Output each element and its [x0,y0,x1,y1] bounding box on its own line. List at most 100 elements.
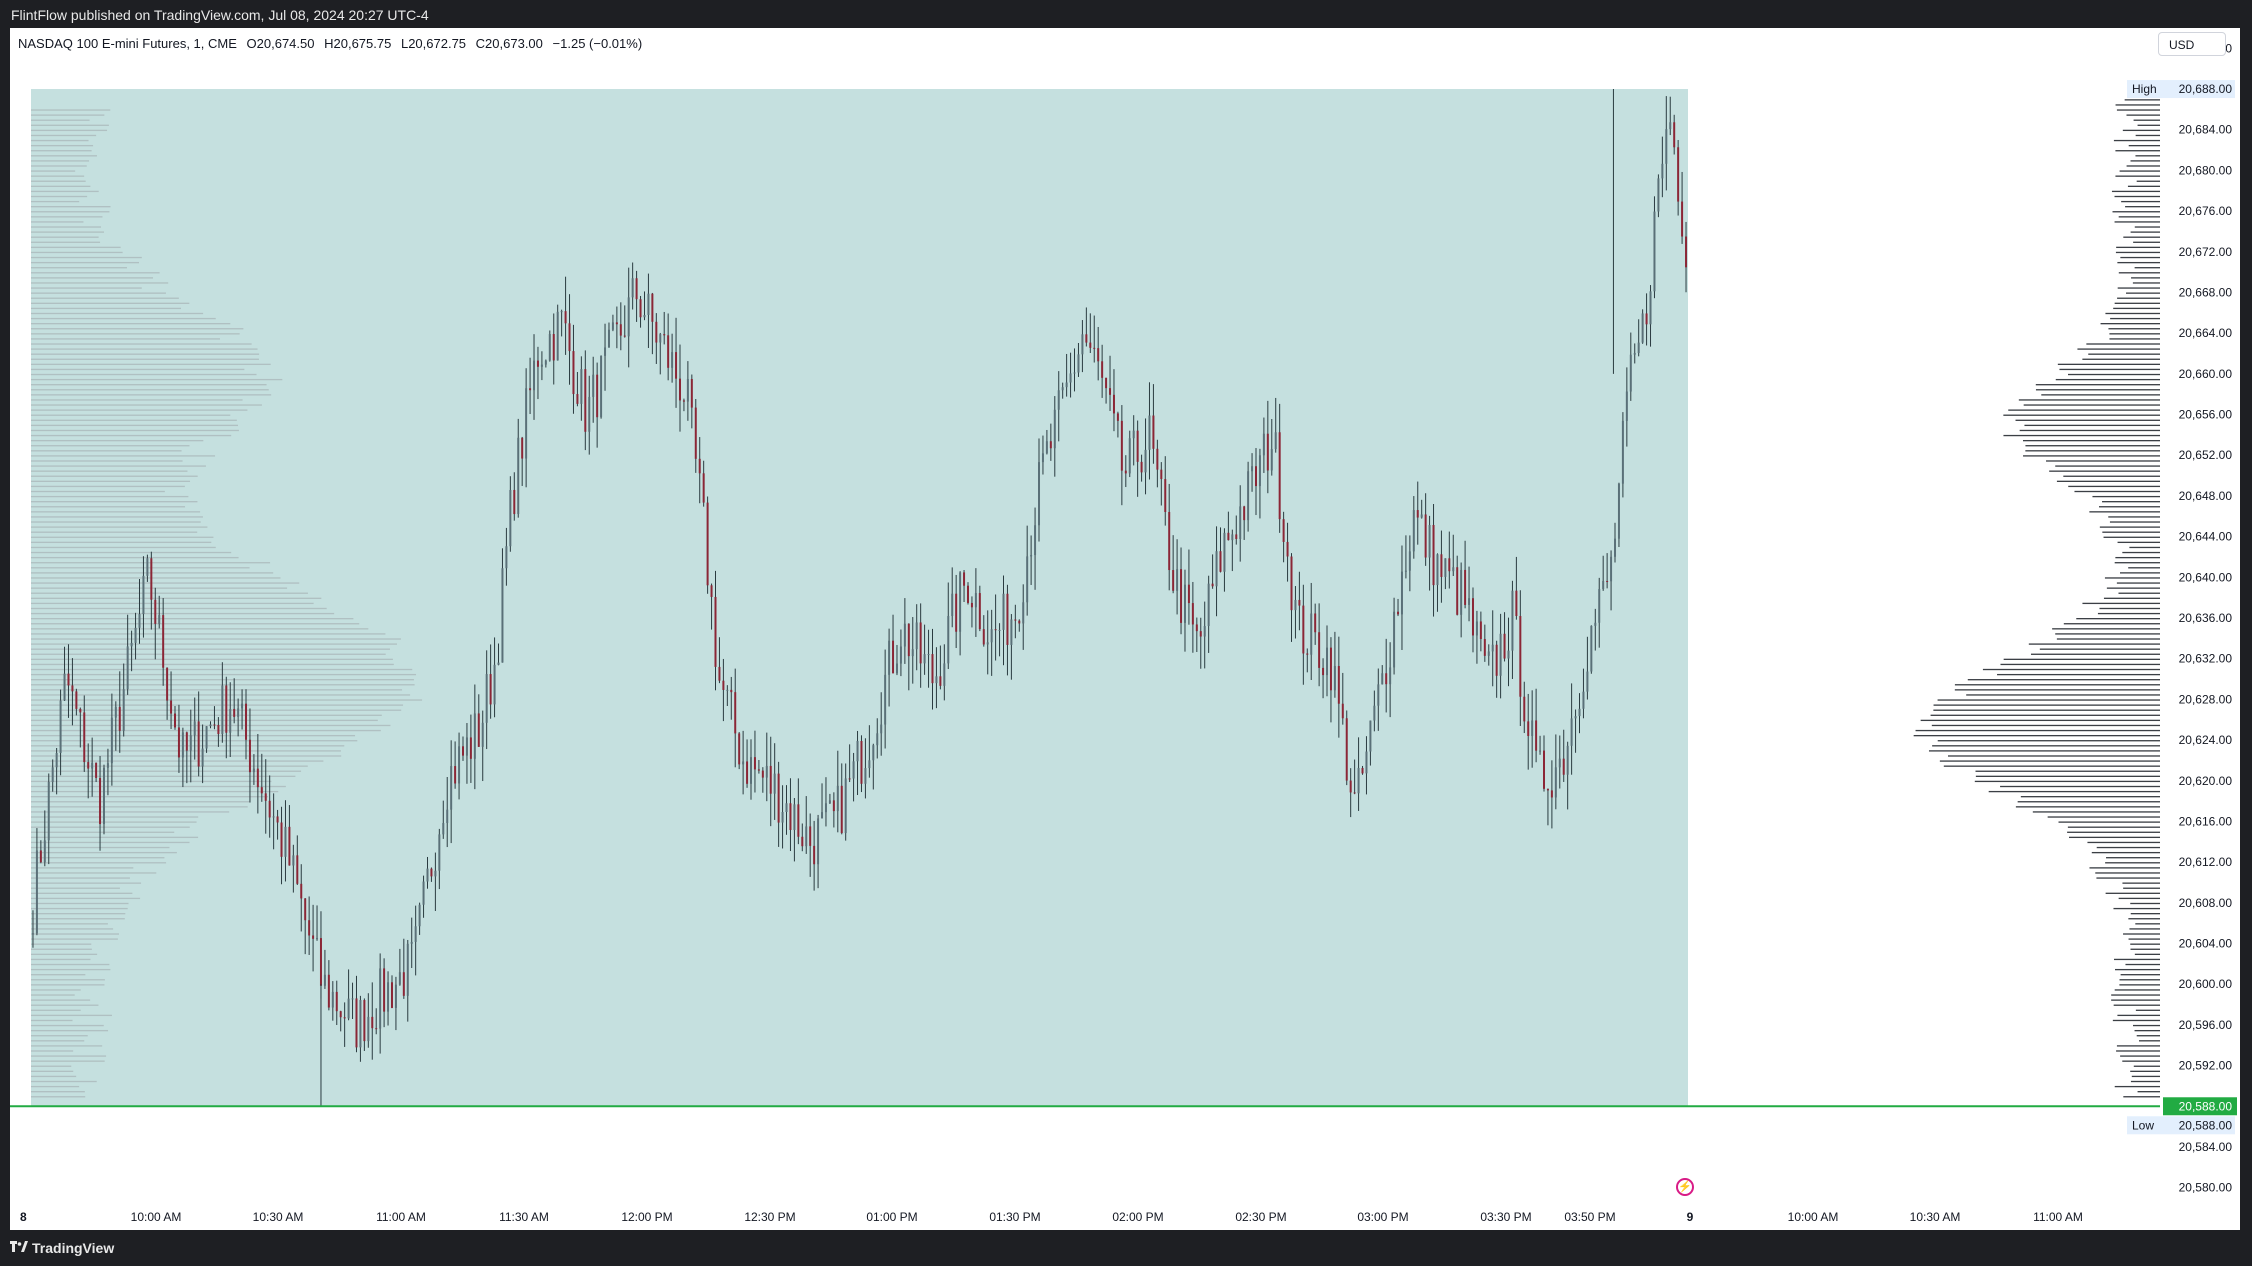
candle-body [998,629,1001,631]
right-profile-row [2024,424,2160,427]
candle-body [1006,593,1009,645]
candle-body [990,629,993,643]
legend-open: O20,674.50 [246,36,315,51]
currency-button[interactable]: USD [2158,32,2226,56]
left-profile-row [31,872,157,874]
right-profile-row [2096,877,2160,879]
candle-body [355,998,358,1048]
left-profile-row [31,760,324,762]
candle-body [1546,788,1549,791]
right-profile-row [2113,307,2160,310]
left-profile-row [31,480,191,482]
right-profile-row [2115,968,2160,971]
candle-body [1120,420,1123,471]
candle-body [1322,667,1325,676]
candle-body [1018,620,1021,624]
candle-body [864,768,867,784]
candle-body [1207,583,1210,627]
candle-body [572,351,575,395]
left-profile-row [31,261,140,264]
right-profile-row [2125,206,2160,208]
legend-symbol[interactable]: NASDAQ 100 E-mini Futures, 1, CME [18,36,237,51]
candle-body [1168,511,1171,571]
candle-body [1195,624,1198,632]
left-profile-row [31,221,84,223]
right-profile-row [2116,582,2160,584]
left-profile-row [31,836,199,839]
candle-body [513,489,516,515]
right-profile-row [2122,1060,2160,1062]
candle-body [600,355,603,418]
candle-body [142,575,145,615]
candle-body [710,585,713,597]
time-tick-label: 10:00 AM [131,1210,182,1224]
candle-body [781,812,784,823]
candle-body [1412,510,1415,552]
flash-icon[interactable]: ⚡ [1676,1178,1694,1196]
left-profile-row [31,648,390,650]
left-profile-row [31,597,322,599]
candle-body [1215,551,1218,587]
right-profile-row [2028,643,2160,645]
price-tick-label: 20,616.00 [2179,814,2233,828]
candle-body [915,622,918,650]
candle-body [923,654,926,664]
left-profile-row [31,541,212,544]
right-profile-row [2137,124,2160,126]
right-profile-row [2116,246,2160,249]
left-profile-row [31,974,86,976]
candle-body [1503,633,1506,659]
candle-body [1669,122,1672,130]
candle-body [213,724,216,726]
left-profile-row [31,892,133,894]
time-tick-label: 10:30 AM [1910,1210,1961,1224]
candle-body [1262,433,1265,456]
candle-body [1199,631,1202,637]
left-profile-row [31,979,105,981]
candle-body [343,1017,346,1019]
candle-body [1156,448,1159,470]
left-profile-row [31,999,91,1001]
candle-body [939,676,942,686]
candle-body [1097,348,1100,362]
left-profile-row [31,455,216,457]
candle-body [193,721,196,736]
left-profile-row [31,1009,81,1011]
chart-canvas[interactable]: 20,692.0020,688.0020,684.0020,680.0020,6… [10,28,2240,1230]
candle-body [1685,236,1688,268]
candle-body [47,782,50,841]
candle-body [245,703,248,740]
candle-body [1617,483,1620,539]
candle-body [1026,556,1029,603]
right-profile-row [2115,556,2160,559]
candle-body [31,933,34,935]
candle-body [304,898,307,921]
candle-body [517,437,520,515]
candle-body [1645,313,1648,325]
chart-pane[interactable]: 20,692.0020,688.0020,684.0020,680.0020,6… [10,28,2240,1230]
left-profile-row [31,495,189,498]
right-profile-row [2131,1075,2160,1078]
price-tick-label: 20,664.00 [2179,326,2233,340]
right-profile-row [2110,317,2160,320]
time-tick-label: 10:30 AM [253,1210,304,1224]
right-profile-row [2118,272,2160,274]
candle-body [339,1011,342,1018]
right-profile-row [1943,765,2160,767]
candle-body [840,785,843,834]
left-profile-row [31,618,354,620]
left-profile-row [31,297,179,299]
candle-body [836,785,839,812]
left-profile-row [31,358,259,360]
candle-body [821,812,824,819]
left-profile-row [31,119,90,121]
candle-body [1519,616,1522,697]
price-tick-label: 20,612.00 [2179,855,2233,869]
right-profile-row [2131,277,2160,279]
left-profile-row [31,551,232,554]
candle-body [225,685,228,733]
candle-body [1400,571,1403,615]
candle-body [540,364,543,367]
candle-body [1594,622,1597,626]
left-profile-row [31,587,288,589]
